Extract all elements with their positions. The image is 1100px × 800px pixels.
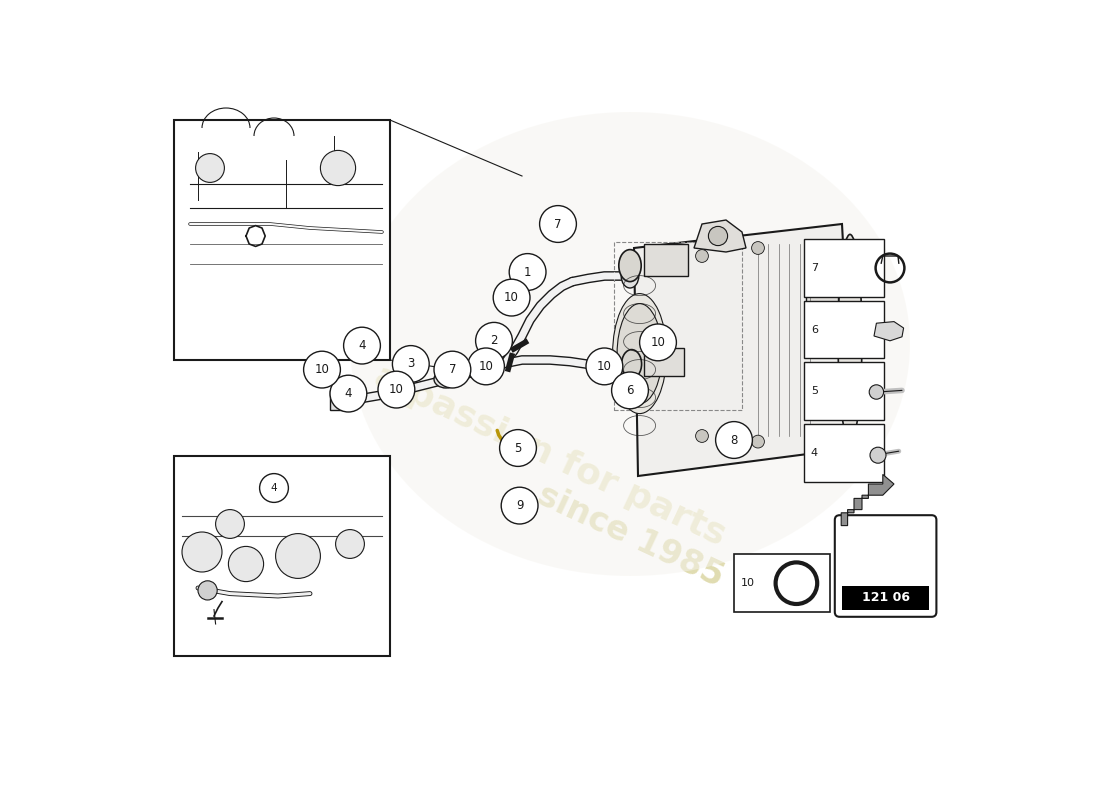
Text: 7: 7 [811,263,818,273]
Text: 6: 6 [626,384,634,397]
Polygon shape [694,220,746,252]
Circle shape [260,474,288,502]
Circle shape [182,532,222,572]
Bar [804,362,884,420]
Text: 4: 4 [811,448,818,458]
Bar [734,554,830,612]
Text: 1: 1 [524,266,531,278]
Text: 10: 10 [650,336,666,349]
Bar [842,586,930,610]
Ellipse shape [621,264,639,288]
Circle shape [870,447,886,463]
Ellipse shape [623,315,657,391]
Circle shape [468,348,505,385]
Ellipse shape [617,303,662,403]
Circle shape [196,154,224,182]
Text: 3: 3 [407,358,415,370]
Circle shape [612,372,648,409]
Text: 9: 9 [516,499,524,512]
Circle shape [586,348,623,385]
Ellipse shape [628,328,651,379]
Circle shape [509,254,546,290]
Circle shape [502,487,538,524]
Text: 7: 7 [554,218,562,230]
Circle shape [393,346,429,382]
Text: 5: 5 [515,442,521,454]
Text: 4: 4 [271,483,277,493]
Circle shape [434,351,471,388]
Text: 10: 10 [504,291,519,304]
Circle shape [499,430,537,466]
Bar [174,456,390,656]
Text: since 1985: since 1985 [531,478,728,594]
Ellipse shape [613,294,667,414]
FancyBboxPatch shape [835,515,936,617]
Bar [645,244,689,276]
Text: 10: 10 [315,363,329,376]
Ellipse shape [634,339,646,367]
Circle shape [708,226,727,246]
Circle shape [320,150,355,186]
Ellipse shape [621,350,641,378]
Circle shape [695,430,708,442]
Circle shape [869,385,883,399]
Circle shape [716,422,752,458]
Bar [645,348,684,376]
Text: a passion for parts: a passion for parts [368,359,732,553]
Text: 4: 4 [359,339,365,352]
Ellipse shape [350,112,910,576]
Circle shape [336,530,364,558]
Circle shape [751,242,764,254]
Text: 2: 2 [491,334,497,347]
Circle shape [751,435,764,448]
Text: 7: 7 [449,363,456,376]
Circle shape [540,206,576,242]
Ellipse shape [838,234,862,442]
Bar [330,390,350,410]
Circle shape [639,324,676,361]
Ellipse shape [619,250,641,282]
Circle shape [229,546,264,582]
Text: 5: 5 [811,386,817,396]
Text: 8: 8 [730,434,738,446]
Circle shape [493,279,530,316]
Bar [150,0,950,96]
Bar [804,239,884,297]
Text: 10: 10 [740,578,755,588]
Text: 4: 4 [344,387,352,400]
Bar [806,284,838,336]
Text: 10: 10 [478,360,494,373]
Circle shape [330,375,366,412]
Bar [174,120,390,360]
Circle shape [807,430,821,442]
Polygon shape [842,474,894,526]
Bar [804,424,884,482]
Polygon shape [874,322,903,341]
Circle shape [475,322,513,359]
Bar [614,242,742,410]
Text: 121 06: 121 06 [861,591,910,604]
Circle shape [695,250,708,262]
Circle shape [343,327,381,364]
Text: 10: 10 [597,360,612,373]
Circle shape [304,351,340,388]
Circle shape [378,371,415,408]
Ellipse shape [434,370,458,388]
Text: 6: 6 [811,325,817,334]
Bar [804,301,884,358]
Circle shape [216,510,244,538]
Circle shape [198,581,217,600]
Text: 10: 10 [389,383,404,396]
Circle shape [276,534,320,578]
Polygon shape [634,224,854,476]
